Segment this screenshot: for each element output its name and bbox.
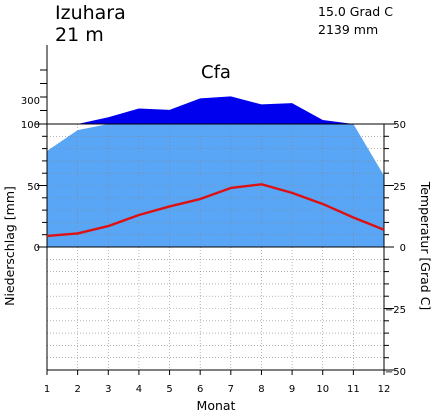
right-tick-label: 25: [393, 182, 406, 193]
precipitation-area: [47, 96, 384, 247]
left-axis-label: Niederschlag [mm]: [2, 186, 17, 306]
left-tick-label: 100: [21, 120, 40, 131]
station-elevation: 21 m: [55, 24, 104, 46]
month-tick-label: 4: [136, 384, 142, 395]
month-tick-label: 8: [258, 384, 264, 395]
left-tick-label: 300: [21, 96, 40, 107]
right-tick-label: 50: [393, 120, 406, 131]
left-tick-label: 50: [27, 182, 40, 193]
month-tick-labels: 1 2 3 4 5 6 7 8 9 10 11 12: [44, 384, 391, 395]
precipitation-excess-area: [47, 96, 384, 124]
month-tick-label: 6: [197, 384, 203, 395]
month-tick-label: 5: [166, 384, 172, 395]
month-tick-label: 1: [44, 384, 50, 395]
right-axis-label: Temperatur [Grad C]: [418, 181, 433, 311]
month-tick-label: 11: [347, 384, 360, 395]
axes: [35, 45, 396, 375]
month-tick-label: 9: [289, 384, 295, 395]
right-tick-label: −50: [385, 367, 406, 378]
month-tick-label: 7: [228, 384, 234, 395]
left-tick-label: 0: [34, 243, 40, 254]
x-axis-label: Monat: [197, 398, 236, 413]
temperature-series-line: [46, 183, 385, 238]
right-tick-label: 0: [400, 243, 406, 254]
right-tick-label: −25: [385, 305, 406, 316]
annual-precipitation: 2139 mm: [318, 22, 378, 37]
temperature-line: [46, 183, 385, 238]
month-tick-label: 12: [378, 384, 391, 395]
climate-classification: Cfa: [201, 62, 231, 83]
station-name: Izuhara: [55, 2, 126, 24]
month-tick-label: 10: [316, 384, 329, 395]
month-tick-label: 3: [105, 384, 111, 395]
month-tick-label: 2: [74, 384, 80, 395]
mean-temperature: 15.0 Grad C: [318, 4, 393, 19]
